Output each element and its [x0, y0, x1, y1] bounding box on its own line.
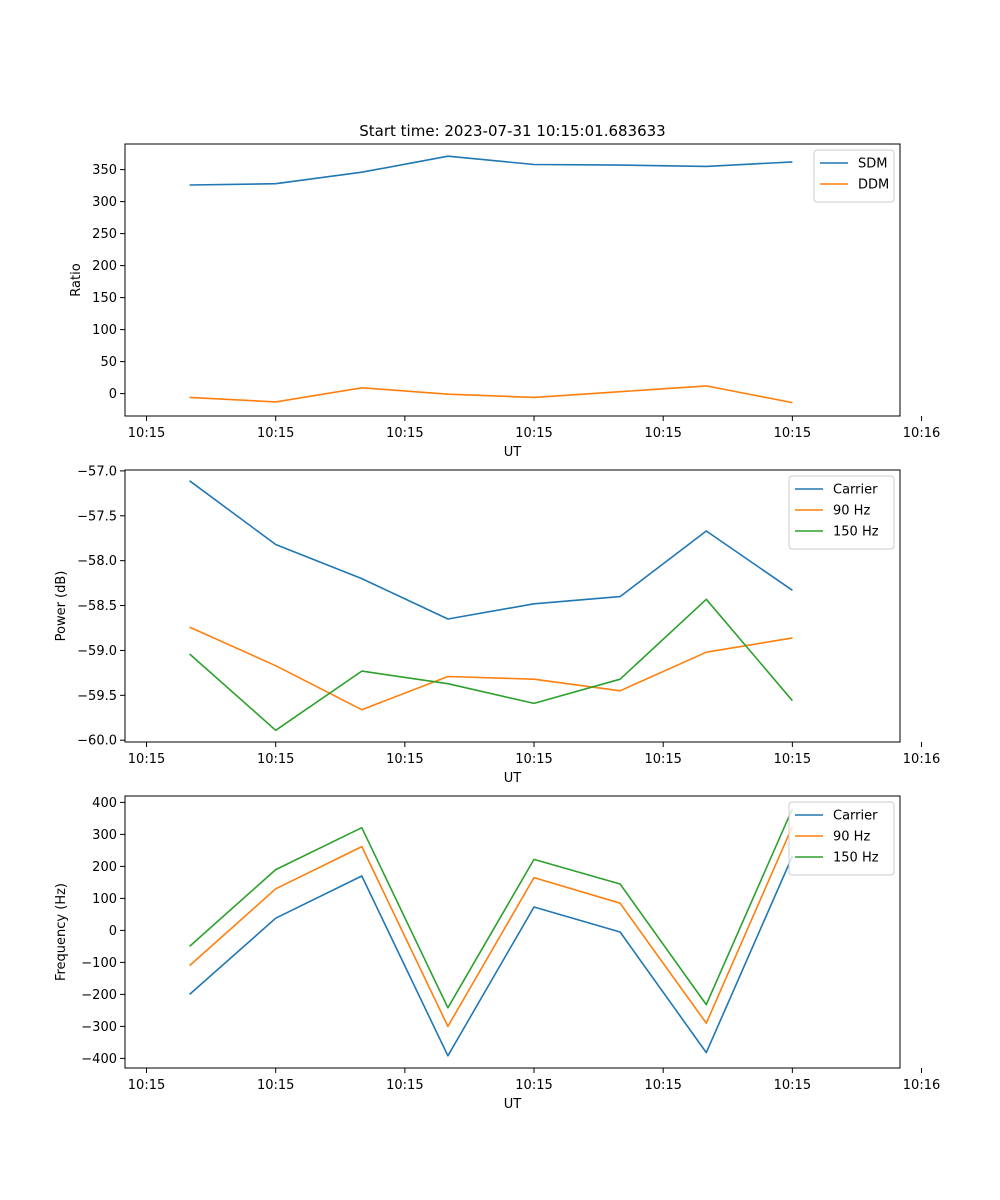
legend-label: Carrier	[833, 483, 878, 498]
y-tick-label: −58.0	[77, 554, 117, 569]
x-tick-label: 10:15	[774, 1078, 811, 1093]
series-line-150-hz	[189, 598, 794, 732]
ratio-panel: 0 50 100 150 200 250 300 350 10:15 10:15 10:15 10:1…	[69, 143, 940, 460]
x-tick-label: 10:15	[644, 1078, 681, 1093]
x-tick-label: 10:16	[903, 1078, 940, 1093]
y-tick-label: 300	[92, 195, 117, 210]
y-tick-label: −60.0	[77, 734, 117, 749]
legend-label: Carrier	[833, 809, 878, 824]
x-axis-label: UT	[504, 771, 522, 786]
series-line-carrier	[189, 855, 794, 1057]
y-tick-label: 100	[92, 892, 117, 907]
series-line-90-hz	[189, 826, 794, 1028]
x-tick-label: 10:15	[515, 1078, 552, 1093]
y-tick-label: 400	[92, 796, 117, 811]
y-tick-label: −57.5	[77, 509, 117, 524]
legend-label: 90 Hz	[833, 830, 870, 845]
axes-frame	[124, 143, 901, 417]
series-line-150-hz	[189, 808, 794, 1009]
x-tick-label: 10:15	[774, 752, 811, 767]
x-tick-label: 10:15	[128, 1078, 165, 1093]
legend-label: SDM	[858, 157, 887, 172]
x-axis-label: UT	[504, 445, 522, 460]
y-axis-label: Power (dB)	[54, 571, 69, 642]
x-tick-label: 10:15	[386, 752, 423, 767]
y-tick-label: 250	[92, 227, 117, 242]
series-line-carrier	[189, 480, 793, 620]
x-tick-label: 10:15	[257, 426, 294, 441]
legend-label: DDM	[858, 178, 889, 193]
y-tick-label: 0	[109, 387, 117, 402]
y-tick-label: −400	[81, 1052, 117, 1067]
legend: Carrier 90 Hz 150 Hz	[788, 801, 895, 876]
legend-label: 150 Hz	[833, 525, 879, 540]
x-tick-label: 10:15	[774, 426, 811, 441]
y-tick-label: 300	[92, 828, 117, 843]
y-tick-label: −57.0	[77, 464, 117, 479]
y-tick-label: −59.5	[77, 689, 117, 704]
y-axis-label: Ratio	[69, 263, 84, 296]
y-tick-label: −58.5	[77, 599, 117, 614]
axes-frame	[124, 795, 901, 1069]
series-line-90-hz	[189, 626, 793, 711]
x-tick-label: 10:15	[515, 752, 552, 767]
y-tick-label: 100	[92, 323, 117, 338]
x-tick-label: 10:15	[644, 752, 681, 767]
x-tick-label: 10:15	[128, 426, 165, 441]
axes-frame	[124, 469, 901, 743]
x-tick-label: 10:15	[644, 426, 681, 441]
y-tick-label: 200	[92, 860, 117, 875]
y-tick-label: 200	[92, 259, 117, 274]
y-tick-label: −200	[81, 988, 117, 1003]
y-tick-label: −59.0	[77, 644, 117, 659]
frequency-panel: −400 −300 −200 −100 0 100 200 300 400 10:15 10:15 1…	[54, 795, 940, 1112]
y-tick-label: 150	[92, 291, 117, 306]
x-axis-label: UT	[504, 1097, 522, 1112]
x-tick-label: 10:16	[903, 752, 940, 767]
series-line-ddm	[189, 385, 793, 404]
x-tick-label: 10:16	[903, 426, 940, 441]
x-tick-label: 10:15	[257, 752, 294, 767]
y-tick-label: 50	[100, 355, 117, 370]
series-line-sdm	[189, 155, 793, 186]
legend-label: 150 Hz	[833, 851, 879, 866]
y-tick-label: 0	[109, 924, 117, 939]
x-tick-label: 10:15	[515, 426, 552, 441]
x-tick-label: 10:15	[257, 1078, 294, 1093]
y-tick-label: −100	[81, 956, 117, 971]
legend: SDM DDM	[813, 149, 895, 203]
x-tick-label: 10:15	[386, 426, 423, 441]
x-tick-label: 10:15	[386, 1078, 423, 1093]
legend-label: 90 Hz	[833, 504, 870, 519]
legend: Carrier 90 Hz 150 Hz	[788, 475, 895, 550]
y-tick-label: −300	[81, 1020, 117, 1035]
x-tick-label: 10:15	[128, 752, 165, 767]
figure-title: Start time: 2023-07-31 10:15:01.683633	[359, 122, 665, 140]
y-axis-label: Frequency (Hz)	[54, 883, 69, 981]
y-tick-label: 350	[92, 163, 117, 178]
power-panel: −60.0 −59.5 −59.0 −58.5 −58.0 −57.5 −57.0 10:15…	[54, 464, 940, 786]
